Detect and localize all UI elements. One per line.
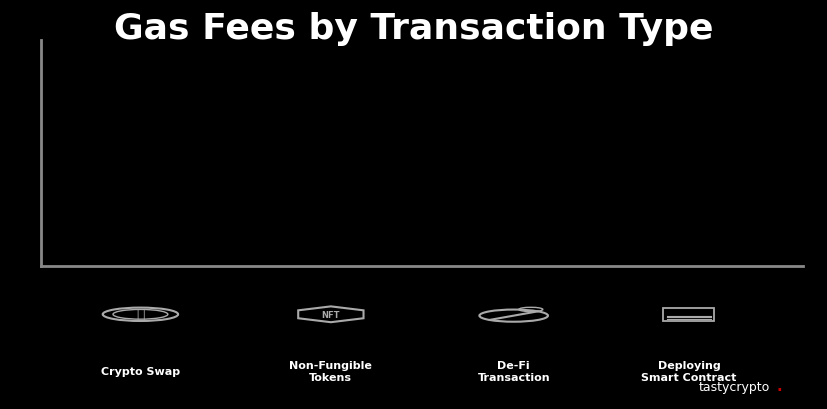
Text: Gas Fees by Transaction Type: Gas Fees by Transaction Type — [114, 12, 713, 46]
Text: Crypto Swap: Crypto Swap — [101, 366, 179, 376]
Text: NFT: NFT — [321, 310, 340, 319]
Text: De-Fi
Transaction: De-Fi Transaction — [477, 360, 549, 382]
Text: Deploying
Smart Contract: Deploying Smart Contract — [640, 360, 736, 382]
Text: ₿: ₿ — [136, 308, 145, 321]
Text: tastycrypto: tastycrypto — [698, 380, 769, 393]
Text: Non-Fungible
Tokens: Non-Fungible Tokens — [289, 360, 372, 382]
Text: .: . — [776, 378, 782, 393]
